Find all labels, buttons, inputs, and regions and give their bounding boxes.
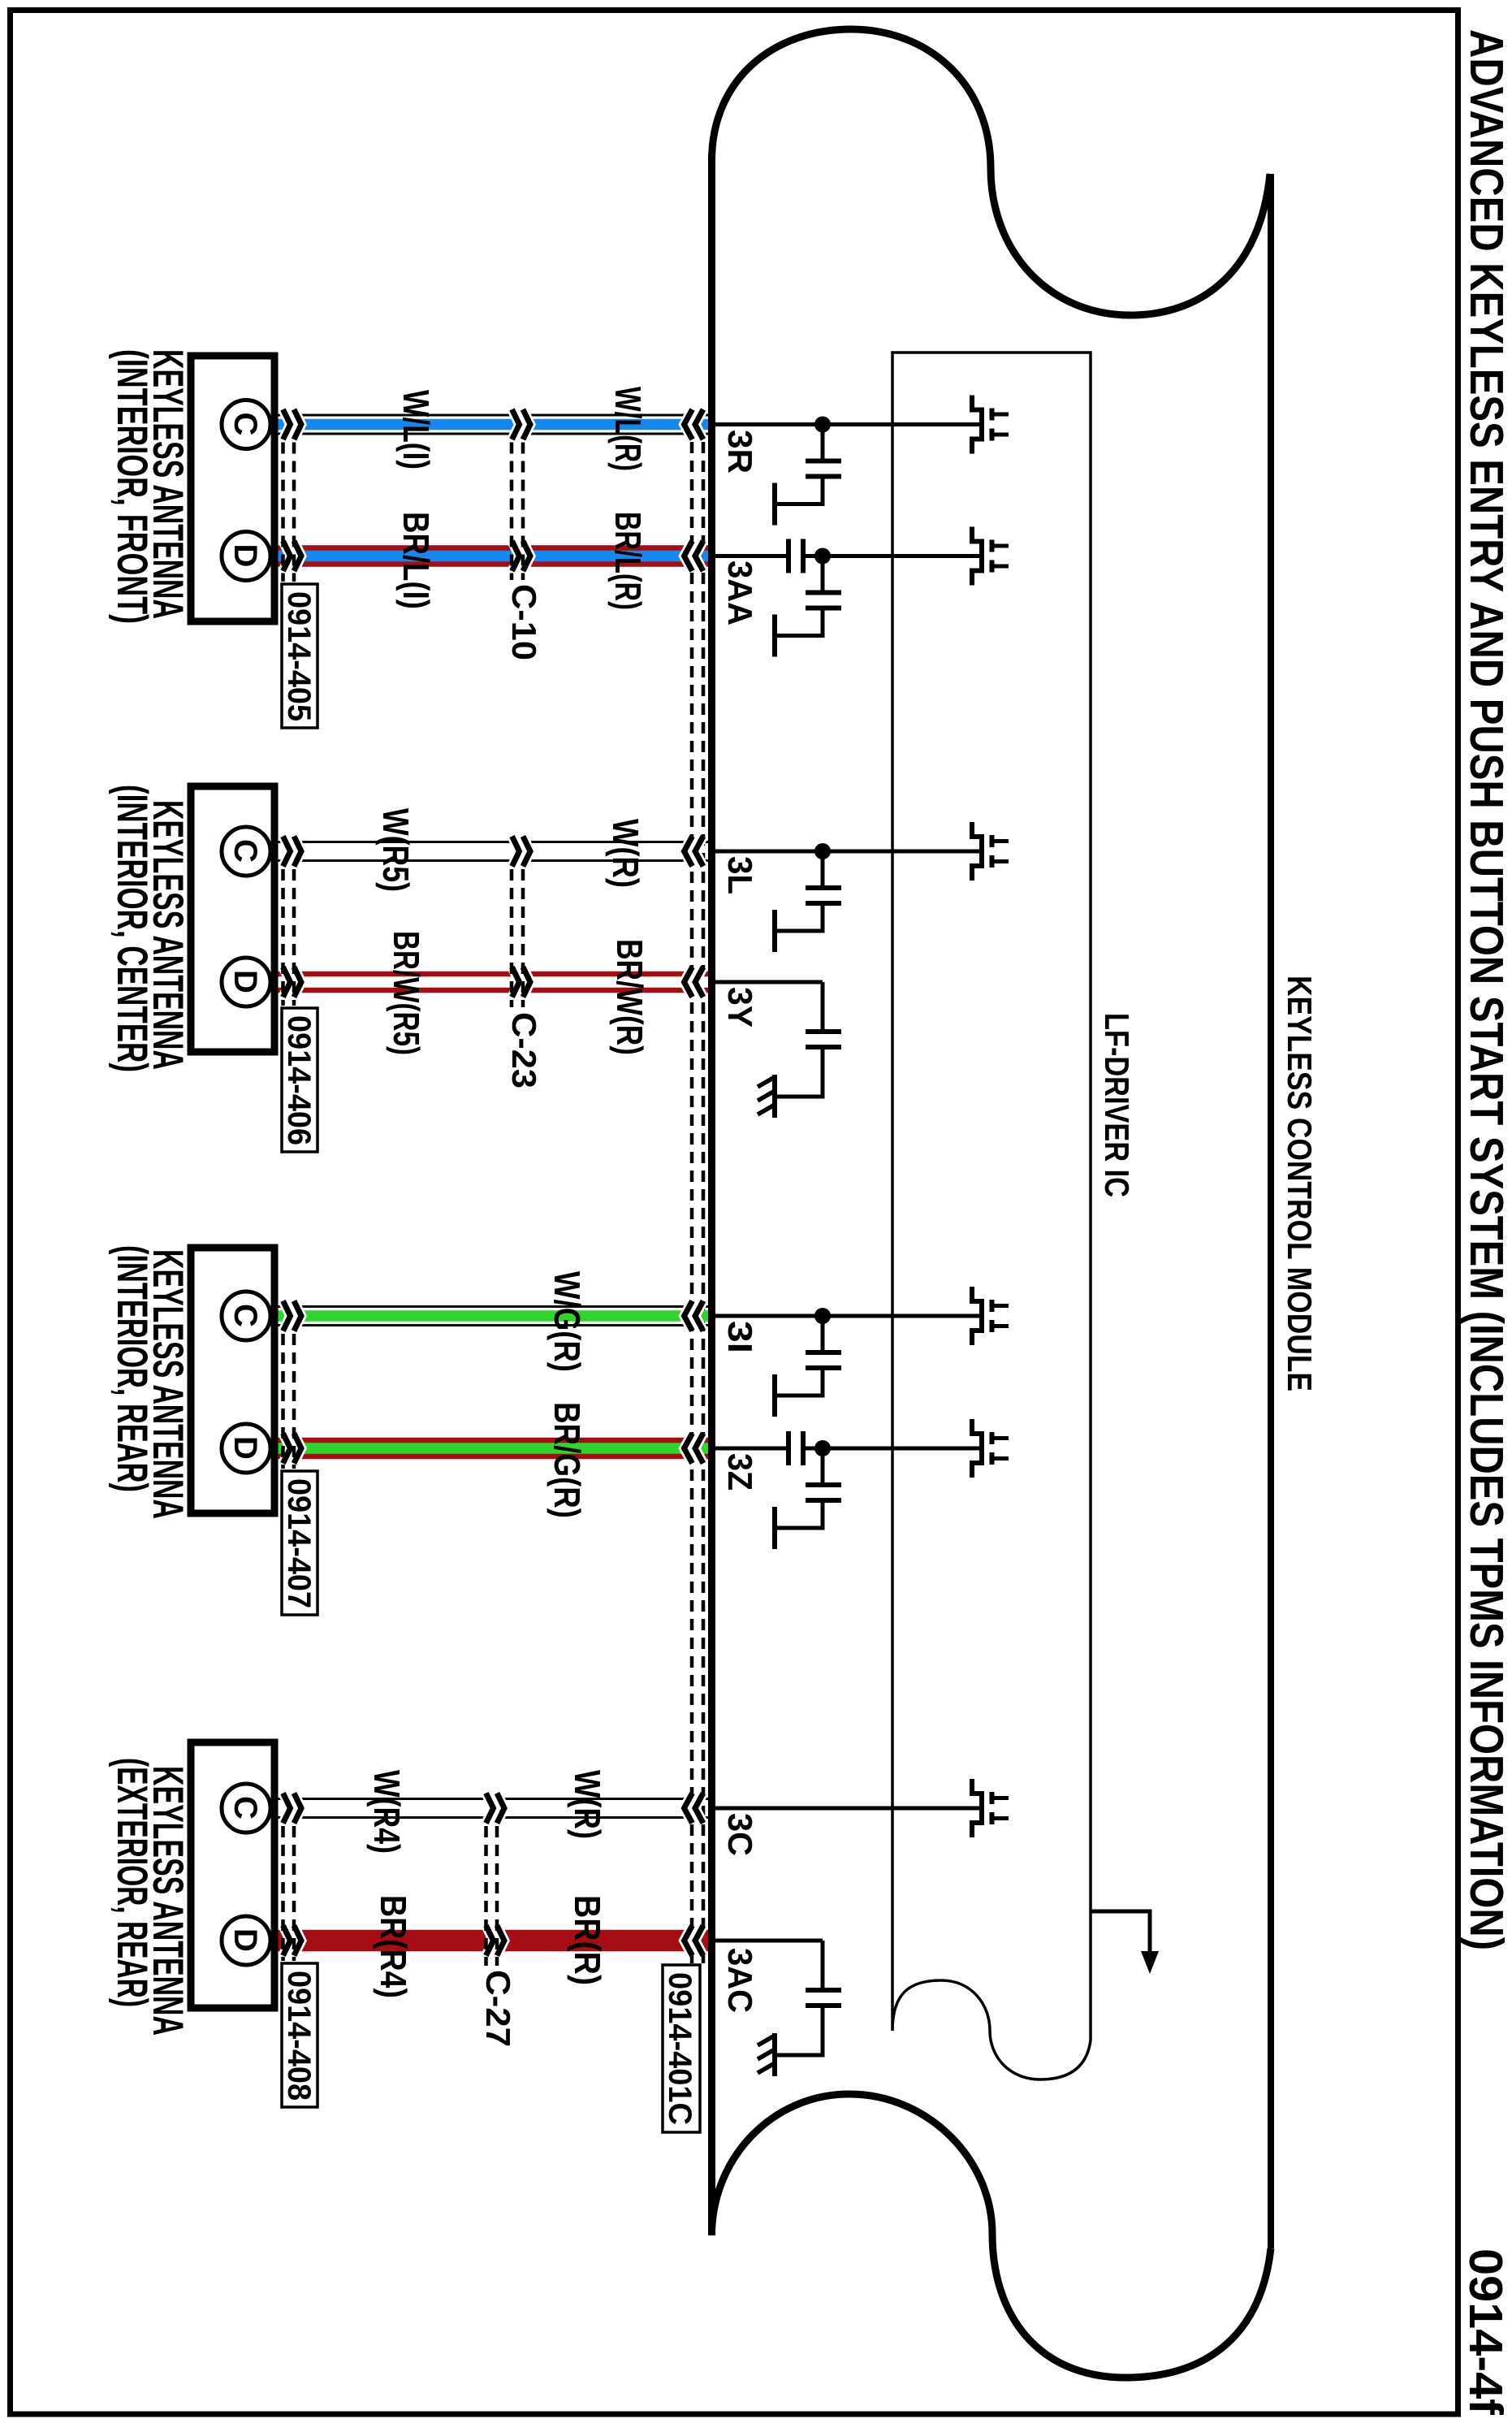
svg-text:0914-4f: 0914-4f <box>1459 2248 1512 2416</box>
svg-text:C: C <box>227 413 263 436</box>
svg-text:C-27: C-27 <box>479 1970 517 2047</box>
svg-text:W(R5): W(R5) <box>375 808 417 892</box>
svg-text:C-10: C-10 <box>505 584 543 660</box>
svg-text:W/L(I): W/L(I) <box>395 390 437 470</box>
svg-text:BR/L(I): BR/L(I) <box>395 512 437 609</box>
svg-text:D: D <box>227 1928 263 1952</box>
svg-text:KEYLESS ANTENNA: KEYLESS ANTENNA <box>144 1766 192 2036</box>
svg-text:3AC: 3AC <box>721 1948 759 2013</box>
svg-text:0914-407: 0914-407 <box>281 1478 317 1608</box>
svg-text:C-23: C-23 <box>505 1012 543 1088</box>
svg-text:C: C <box>227 1796 263 1820</box>
svg-text:0914-405: 0914-405 <box>281 591 317 721</box>
svg-text:D: D <box>227 970 263 993</box>
svg-text:BR(R): BR(R) <box>567 1895 608 1985</box>
svg-text:D: D <box>227 544 263 568</box>
svg-text:0914-401C: 0914-401C <box>662 1972 698 2125</box>
svg-text:3Y: 3Y <box>721 987 759 1028</box>
svg-text:3I: 3I <box>721 1321 759 1353</box>
svg-text:BR/W(R5): BR/W(R5) <box>386 931 427 1055</box>
svg-text:3AA: 3AA <box>721 560 759 625</box>
svg-text:(INTERIOR, CENTER): (INTERIOR, CENTER) <box>108 785 156 1072</box>
svg-text:ADVANCED KEYLESS ENTRY AND PUS: ADVANCED KEYLESS ENTRY AND PUSH BUTTON S… <box>1460 29 1512 1950</box>
svg-text:3Z: 3Z <box>721 1453 759 1491</box>
svg-text:(INTERIOR, FRONT): (INTERIOR, FRONT) <box>108 349 156 624</box>
svg-text:BR/L(R): BR/L(R) <box>607 512 649 610</box>
svg-text:W/L(R): W/L(R) <box>607 387 649 471</box>
svg-text:KEYLESS ANTENNA: KEYLESS ANTENNA <box>144 1249 192 1519</box>
svg-text:KEYLESS CONTROL MODULE: KEYLESS CONTROL MODULE <box>1281 976 1319 1391</box>
svg-text:LF-DRIVER IC: LF-DRIVER IC <box>1098 1013 1136 1197</box>
svg-text:(INTERIOR, REAR): (INTERIOR, REAR) <box>108 1245 156 1492</box>
svg-text:W(R): W(R) <box>605 819 646 888</box>
svg-text:KEYLESS ANTENNA: KEYLESS ANTENNA <box>144 349 192 619</box>
svg-text:D: D <box>227 1436 263 1460</box>
svg-text:W(R): W(R) <box>567 1770 608 1839</box>
svg-text:BR(R4): BR(R4) <box>373 1895 414 1998</box>
svg-text:C: C <box>227 1304 263 1327</box>
svg-text:W(R4): W(R4) <box>366 1770 408 1854</box>
svg-text:BR/W(R): BR/W(R) <box>609 939 650 1055</box>
svg-text:0914-408: 0914-408 <box>281 1971 317 2101</box>
svg-text:BR/G(R): BR/G(R) <box>546 1402 588 1518</box>
svg-text:C: C <box>227 839 263 863</box>
svg-text:KEYLESS ANTENNA: KEYLESS ANTENNA <box>144 800 192 1070</box>
svg-text:3R: 3R <box>721 430 759 474</box>
svg-text:0914-406: 0914-406 <box>281 1015 317 1145</box>
svg-text:3C: 3C <box>721 1813 759 1856</box>
svg-text:W/G(R): W/G(R) <box>546 1271 588 1372</box>
svg-text:(EXTERIOR, REAR): (EXTERIOR, REAR) <box>108 1758 156 2007</box>
svg-text:3L: 3L <box>721 856 759 894</box>
